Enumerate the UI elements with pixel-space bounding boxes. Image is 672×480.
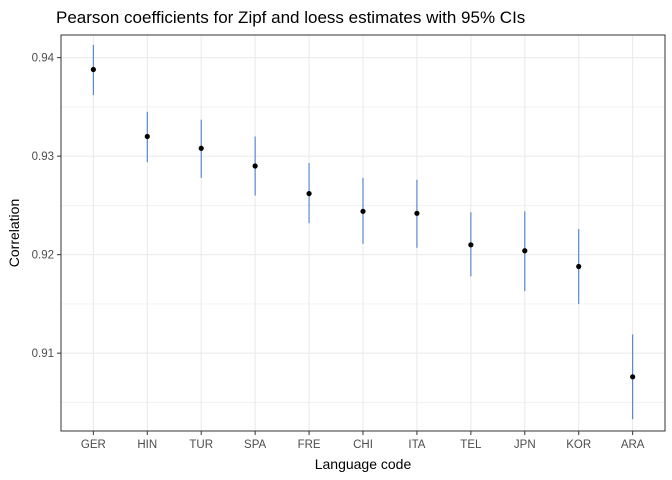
x-tick-label-ara: ARA xyxy=(621,439,645,451)
data-point-kor xyxy=(576,263,582,270)
x-tick-label-kor: KOR xyxy=(566,439,591,451)
x-tick-label-fre: FRE xyxy=(298,439,321,451)
chart-title: Pearson coefficients for Zipf and loess … xyxy=(56,8,525,27)
data-point-hin xyxy=(144,133,150,140)
data-point-ger xyxy=(90,66,96,73)
data-points xyxy=(90,66,636,380)
x-tick-label-jpn: JPN xyxy=(514,439,536,451)
x-axis-ticks: GER HIN TUR SPA FRE CHI ITA TEL JPN KOR ARA xyxy=(81,431,645,451)
data-point-ita xyxy=(414,210,420,216)
x-tick-label-tel: TEL xyxy=(460,439,482,451)
x-tick-label-chi: CHI xyxy=(353,439,373,451)
y-tick-label: 0.93 xyxy=(32,151,54,163)
x-tick-label-tur: TUR xyxy=(189,439,213,451)
data-point-fre xyxy=(306,190,312,197)
y-axis-label: Correlation xyxy=(6,199,22,267)
y-tick-label: 0.92 xyxy=(32,250,54,262)
x-tick-label-hin: HIN xyxy=(137,439,157,451)
data-point-spa xyxy=(252,163,258,169)
x-axis-label: Language code xyxy=(315,456,412,472)
data-point-tur xyxy=(198,145,204,151)
data-point-ara xyxy=(630,374,636,380)
y-tick-label: 0.94 xyxy=(32,53,55,65)
data-point-chi xyxy=(360,208,366,214)
data-point-tel xyxy=(468,242,474,248)
x-tick-label-ger: GER xyxy=(81,439,106,451)
y-tick-label: 0.91 xyxy=(32,348,54,360)
data-point-jpn xyxy=(522,248,528,254)
x-tick-label-ita: ITA xyxy=(408,439,425,451)
x-tick-label-spa: SPA xyxy=(244,439,266,451)
y-axis-ticks: 0.91 0.92 0.93 0.94 xyxy=(32,53,61,360)
